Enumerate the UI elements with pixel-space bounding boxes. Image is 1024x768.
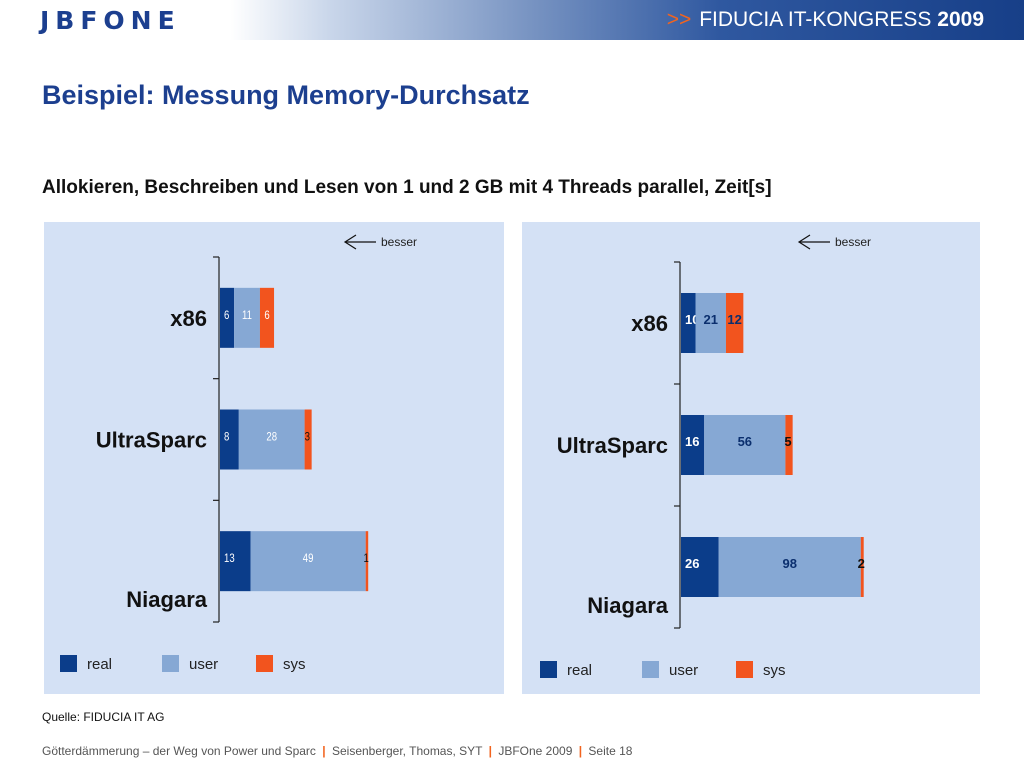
event-name: FIDUCIA IT-KONGRESS [699, 8, 932, 31]
annotation-besser: besser [381, 235, 417, 249]
bar-sys [725, 293, 744, 353]
legend-label-user: user [189, 656, 218, 673]
legend-label-sys: sys [763, 662, 786, 679]
event-label: >> FIDUCIA IT-KONGRESS 2009 [667, 8, 984, 32]
bar-sys [785, 415, 793, 475]
arrow-head-icon [797, 234, 811, 250]
value-label-user: 56 [738, 434, 752, 449]
bar-user [238, 409, 305, 470]
category-label: UltraSparc [96, 428, 207, 453]
footer-separator: | [578, 744, 583, 758]
value-label-real: 13 [224, 552, 235, 565]
category-label: x86 [631, 311, 668, 336]
value-label-real: 8 [224, 431, 229, 444]
chart-panel-1gb: besser x86 6 11 6 UltraSparc 8 28 3 Niagara 13 49 1 r… [44, 222, 504, 694]
value-label-user: 28 [266, 431, 277, 444]
legend-label-real: real [567, 662, 592, 679]
value-label-real: 16 [685, 434, 699, 449]
legend-label-sys: sys [283, 656, 306, 673]
category-label: x86 [170, 306, 207, 331]
bar-real [681, 537, 719, 597]
footer-separator: | [322, 744, 326, 758]
legend-swatch-user [642, 661, 659, 678]
event-year: 2009 [937, 8, 984, 31]
arrow-head-icon [343, 234, 357, 250]
footer-separator: | [488, 744, 492, 758]
footer-topic: Götterdämmerung – der Weg von Power und … [42, 744, 316, 758]
legend-label-user: user [669, 662, 698, 679]
bar-user [234, 287, 260, 348]
legend-swatch-sys [256, 655, 273, 672]
bar-user [695, 293, 726, 353]
bar-real [220, 287, 235, 348]
legend-swatch-real [60, 655, 77, 672]
chart-1gb: besser x86 6 11 6 UltraSparc 8 28 3 Niagara 13 49 1 r… [60, 234, 417, 673]
value-label-user: 11 [242, 309, 252, 322]
footer-page: Seite 18 [588, 744, 633, 758]
chart-panel-2gb: besser x86 10 21 12 UltraSparc 16 56 5 Niagara 26 9… [522, 222, 980, 694]
legend-swatch-real [540, 661, 557, 678]
value-label-user: 98 [783, 556, 797, 571]
bar-user [704, 415, 786, 475]
bar-real [220, 409, 239, 470]
slide-subtitle: Allokieren, Beschreiben und Lesen von 1 … [42, 177, 772, 198]
slide-title: Beispiel: Messung Memory-Durchsatz [42, 80, 530, 110]
category-label: UltraSparc [557, 433, 668, 458]
footer-event: JBFOne 2009 [498, 744, 573, 758]
value-label-real: 26 [685, 556, 699, 571]
category-label: Niagara [587, 593, 668, 618]
legend-swatch-user [162, 655, 179, 672]
legend-label-real: real [87, 656, 112, 673]
bar-user [250, 531, 366, 592]
value-label-user: 49 [303, 552, 314, 565]
header-bar: JBFONE >> FIDUCIA IT-KONGRESS 2009 [0, 0, 1024, 40]
footer: Götterdämmerung – der Weg von Power und … [42, 744, 632, 758]
value-label-sys: 12 [727, 312, 741, 327]
value-label-real: 6 [224, 309, 229, 322]
value-label-sys: 1 [363, 552, 368, 565]
bar-sys [365, 531, 369, 592]
event-arrows: >> [666, 8, 692, 31]
value-label-sys: 5 [784, 434, 791, 449]
bar-real [220, 531, 251, 592]
bar-sys [304, 409, 312, 470]
bar-real [681, 415, 705, 475]
source-note: Quelle: FIDUCIA IT AG [42, 710, 165, 724]
category-label: Niagara [126, 587, 207, 612]
legend-swatch-sys [736, 661, 753, 678]
bar-user [718, 537, 861, 597]
annotation-besser: besser [835, 235, 871, 249]
value-label-sys: 6 [264, 309, 269, 322]
value-label-sys: 2 [858, 556, 865, 571]
company-logo: JBFONE [40, 6, 181, 35]
bar-sys [259, 287, 275, 348]
value-label-sys: 3 [305, 431, 310, 444]
footer-author: Seisenberger, Thomas, SYT [331, 744, 483, 758]
bar-real [681, 293, 696, 353]
value-label-user: 21 [703, 312, 717, 327]
bar-sys [860, 537, 864, 597]
